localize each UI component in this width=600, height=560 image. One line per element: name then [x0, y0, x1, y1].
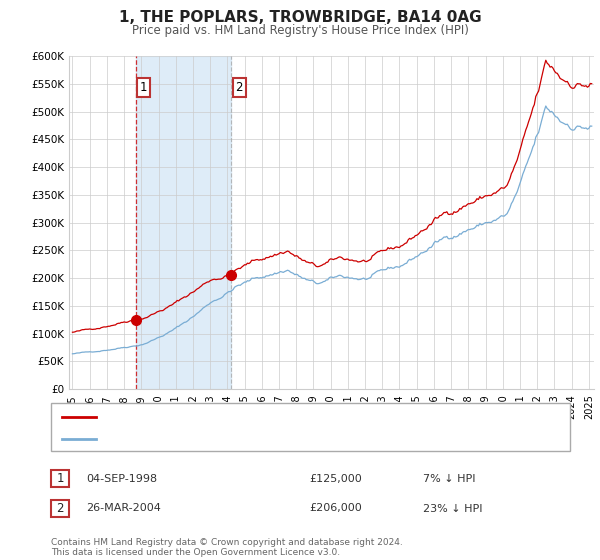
Text: £206,000: £206,000	[309, 503, 362, 514]
Text: 2: 2	[236, 81, 243, 94]
Text: 1, THE POPLARS, TROWBRIDGE, BA14 0AG: 1, THE POPLARS, TROWBRIDGE, BA14 0AG	[119, 10, 481, 25]
Text: 1: 1	[140, 81, 148, 94]
Text: 23% ↓ HPI: 23% ↓ HPI	[423, 503, 482, 514]
Text: 1: 1	[56, 472, 64, 486]
Bar	[136, 56, 232, 389]
Text: £125,000: £125,000	[309, 474, 362, 484]
Text: 04-SEP-1998: 04-SEP-1998	[86, 474, 157, 484]
Text: 2: 2	[56, 502, 64, 515]
Text: Contains HM Land Registry data © Crown copyright and database right 2024.
This d: Contains HM Land Registry data © Crown c…	[51, 538, 403, 557]
Text: 1, THE POPLARS, TROWBRIDGE, BA14 0AG (detached house): 1, THE POPLARS, TROWBRIDGE, BA14 0AG (de…	[102, 412, 419, 422]
Text: 26-MAR-2004: 26-MAR-2004	[86, 503, 161, 514]
Text: Price paid vs. HM Land Registry's House Price Index (HPI): Price paid vs. HM Land Registry's House …	[131, 24, 469, 36]
Text: HPI: Average price, detached house, Wiltshire: HPI: Average price, detached house, Wilt…	[102, 434, 341, 444]
Text: 7% ↓ HPI: 7% ↓ HPI	[423, 474, 476, 484]
